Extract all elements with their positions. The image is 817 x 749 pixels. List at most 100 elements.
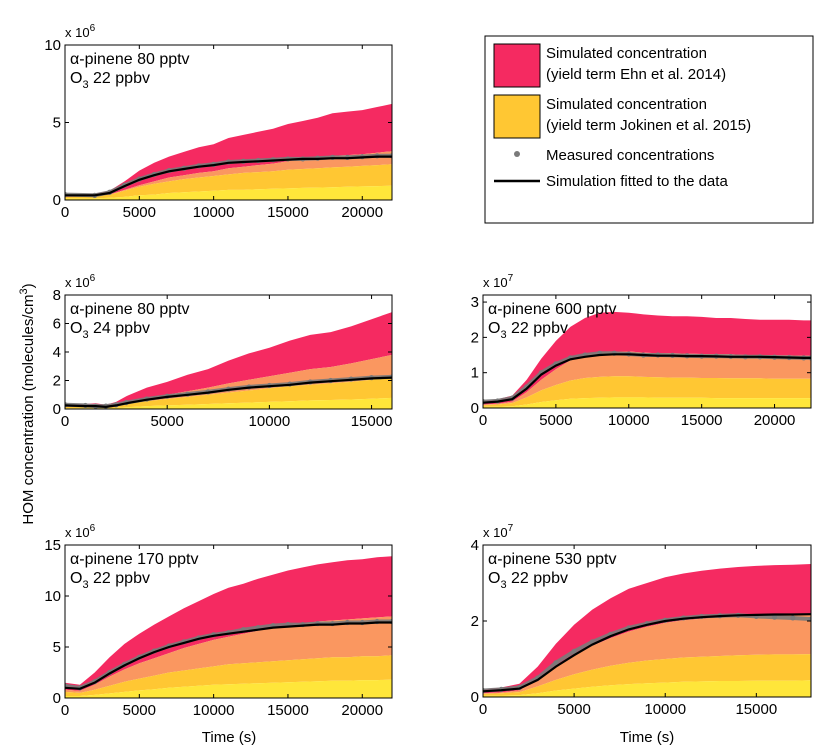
y-tick-label: 0: [53, 690, 61, 707]
x-axis-label-left: Time (s): [202, 729, 256, 746]
legend-label: Simulation fitted to the data: [546, 173, 728, 190]
annotation-ozone: O3 22 ppbv: [70, 570, 150, 591]
annotation-ozone: O3 22 ppbv: [488, 570, 568, 591]
axes-frame: [482, 294, 812, 409]
x-tick-label: 15000: [351, 413, 393, 430]
annotation-ozone: O3 24 ppbv: [70, 320, 150, 341]
y-tick-label: 2: [471, 329, 479, 346]
y-tick-label: 15: [44, 537, 61, 554]
jokinen-band: [65, 377, 392, 409]
legend-label: Simulated concentration: [546, 96, 707, 113]
jokinen-lower-band: [65, 679, 392, 698]
x-tick-label: 15000: [267, 204, 309, 221]
ehn-band: [483, 311, 811, 405]
annotation-precursor: α-pinene 80 pptv: [70, 51, 190, 68]
chart-panel-e: 0 5000 10000 15000 0 2 4x 107 α-pinene 530 pptv…: [471, 523, 812, 718]
y-tick-label: 10: [44, 37, 61, 54]
annotation-ozone: O3 22 ppbv: [488, 320, 568, 341]
ehn-band: [483, 564, 811, 694]
y-tick-label: 4: [53, 344, 61, 361]
y-tick-label: 8: [53, 287, 61, 304]
y-axis-label: HOM concentration (molecules/cm3): [18, 283, 37, 524]
fit-line: [65, 376, 392, 409]
overlap-band: [483, 614, 811, 694]
x-tick-label: 5000: [557, 701, 590, 718]
chart-panel-d: 0 5000 10000 15000 20000 0 5 10 15x 106 α-pinene …: [44, 523, 393, 719]
y-tick-label: 0: [471, 689, 479, 706]
annotation-ozone: O3 22 ppbv: [70, 70, 150, 91]
y-scale-label: x 106: [65, 23, 96, 40]
x-tick-label: 5000: [151, 413, 184, 430]
legend-label: Simulated concentration: [546, 45, 707, 62]
x-tick-label: 20000: [341, 204, 383, 221]
legend-item-4: Simulation fitted to the data: [494, 173, 728, 190]
legend-item-2: Simulated concentration (yield term Jokin…: [493, 94, 751, 139]
x-tick-label: 5000: [123, 702, 156, 719]
y-tick-label: 5: [53, 115, 61, 132]
x-tick-label: 15000: [267, 702, 309, 719]
y-tick-label: 2: [53, 373, 61, 390]
y-tick-label: 6: [53, 316, 61, 333]
chart-panel-a: 0 5000 10000 15000 20000 0 5 10x 106 α-pinene 80…: [44, 23, 393, 221]
y-tick-label: 0: [471, 400, 479, 417]
legend-label: (yield term Jokinen et al. 2015): [546, 117, 751, 134]
fit-line: [65, 155, 392, 197]
x-tick-label: 15000: [681, 412, 723, 429]
x-tick-label: 10000: [644, 701, 686, 718]
y-tick-label: 0: [53, 192, 61, 209]
legend-swatch: [493, 43, 541, 88]
ehn-band: [65, 103, 392, 197]
x-tick-label: 0: [61, 204, 69, 221]
legend-label: Measured concentrations: [546, 147, 714, 164]
y-tick-label: 0: [53, 401, 61, 418]
overlap-band: [483, 351, 811, 406]
ehn-band: [65, 312, 392, 407]
overlap-band: [65, 616, 392, 693]
fit-line: [483, 353, 811, 404]
y-scale-label: x 107: [483, 523, 514, 540]
legend-marker: [514, 151, 520, 157]
y-tick-label: 2: [471, 613, 479, 630]
y-scale-label: x 107: [483, 273, 514, 290]
x-axis-label-right: Time (s): [620, 729, 674, 746]
x-tick-label: 20000: [341, 702, 383, 719]
legend-item-1: Simulated concentration (yield term Ehn e…: [493, 43, 726, 88]
legend-item-3: Measured concentrations: [514, 147, 714, 164]
legend: Simulated concentration (yield term Ehn e…: [484, 35, 814, 224]
axes-frame: [64, 544, 393, 699]
fit-line: [483, 613, 811, 693]
x-tick-label: 20000: [754, 412, 796, 429]
annotation-precursor: α-pinene 170 pptv: [70, 551, 198, 568]
y-tick-label: 4: [471, 537, 479, 554]
x-tick-label: 15000: [735, 701, 777, 718]
y-tick-label: 5: [53, 639, 61, 656]
x-tick-label: 5000: [123, 204, 156, 221]
jokinen-band: [65, 655, 392, 696]
annotation-precursor: α-pinene 80 pptv: [70, 301, 190, 318]
chart-panel-b: 0 5000 10000 15000 0 2 4 6 8x 106 α-pinene 80 ppt…: [53, 273, 393, 430]
x-tick-label: 0: [61, 413, 69, 430]
chart-panel-c: 0 5000 10000 15000 20000 0 1 2 3x 107 α-pinene 60…: [471, 273, 812, 429]
jokinen-band: [483, 654, 811, 696]
x-tick-label: 10000: [193, 204, 235, 221]
annotation-precursor: α-pinene 600 pptv: [488, 301, 616, 318]
y-tick-label: 3: [471, 294, 479, 311]
jokinen-lower-band: [483, 680, 811, 697]
y-scale-label: x 106: [65, 523, 96, 540]
jokinen-lower-band: [483, 397, 811, 408]
jokinen-band: [65, 164, 392, 199]
y-tick-label: 1: [471, 365, 479, 382]
fit-line: [65, 621, 392, 690]
x-tick-label: 0: [61, 702, 69, 719]
y-tick-label: 10: [44, 588, 61, 605]
x-tick-label: 10000: [249, 413, 291, 430]
x-tick-label: 0: [479, 701, 487, 718]
annotation-precursor: α-pinene 530 pptv: [488, 551, 616, 568]
jokinen-lower-band: [65, 397, 392, 409]
jokinen-lower-band: [65, 185, 392, 200]
legend-swatch: [493, 94, 541, 139]
y-scale-label: x 106: [65, 273, 96, 290]
x-tick-label: 10000: [608, 412, 650, 429]
